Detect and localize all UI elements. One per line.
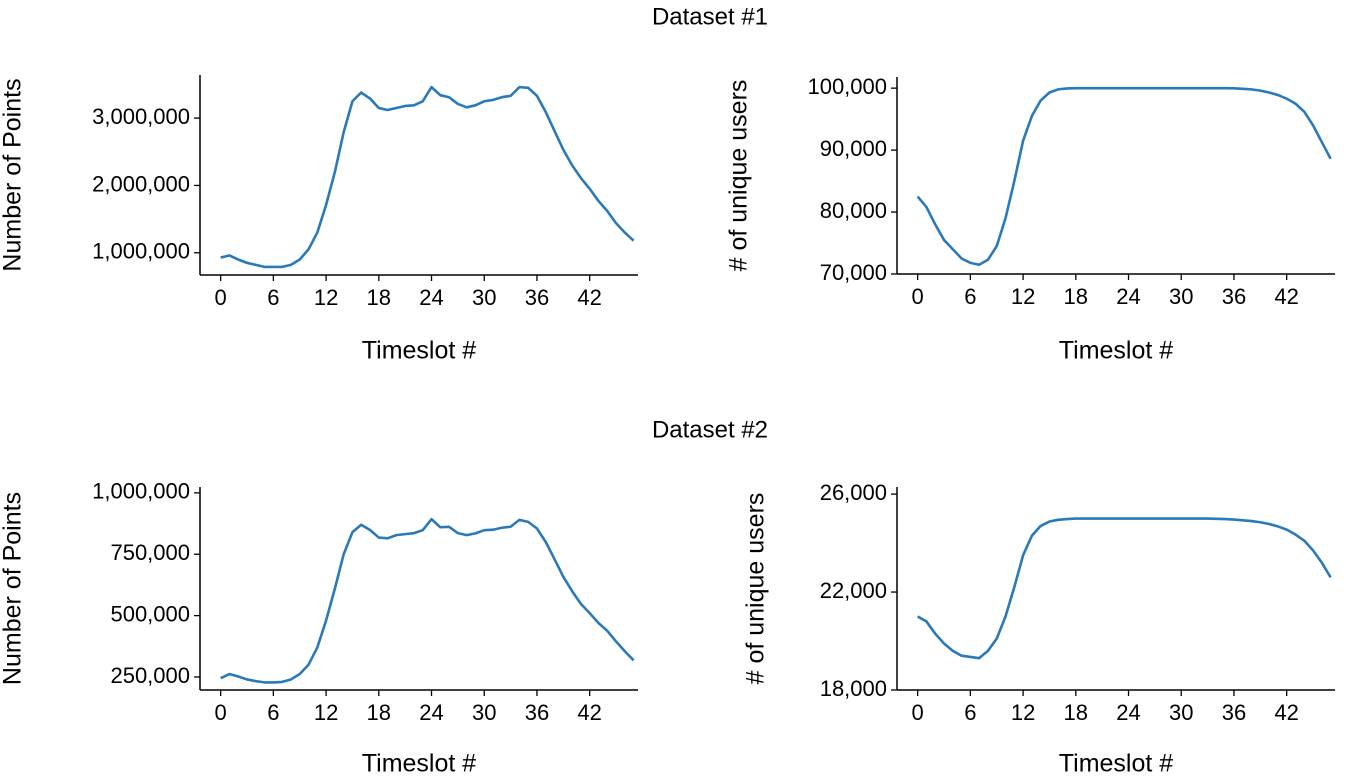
section-title: Dataset #2	[652, 416, 768, 443]
x-tick-label: 36	[1222, 700, 1246, 725]
y-tick-label: 500,000	[110, 601, 190, 626]
y-axis-label: # of unique users	[725, 80, 753, 272]
y-tick-label: 80,000	[820, 198, 887, 223]
data-line	[916, 86, 1332, 267]
y-tick-label: 100,000	[807, 74, 887, 99]
y-tick-label: 90,000	[820, 136, 887, 161]
x-tick-label: 6	[964, 284, 976, 309]
x-tick-label: 18	[1064, 284, 1088, 309]
x-tick-label: 18	[367, 285, 391, 310]
x-tick-label: 6	[267, 700, 279, 725]
x-tick-label: 36	[1222, 284, 1246, 309]
x-axis-label: Timeslot #	[1059, 750, 1173, 778]
x-tick-label: 0	[215, 700, 227, 725]
x-tick-label: 0	[912, 700, 924, 725]
y-axis-label: # of unique users	[742, 493, 770, 685]
x-tick-label: 30	[472, 700, 496, 725]
x-tick-label: 30	[1169, 284, 1193, 309]
y-tick-label: 18,000	[820, 676, 887, 701]
x-tick-label: 18	[367, 700, 391, 725]
data-line	[220, 517, 635, 684]
x-tick-label: 6	[964, 700, 976, 725]
x-tick-label: 42	[1274, 284, 1298, 309]
x-axis-label: Timeslot #	[1059, 337, 1173, 365]
y-axis-label: Number of Points	[0, 78, 27, 271]
x-tick-label: 30	[1169, 700, 1193, 725]
x-tick-label: 12	[1011, 700, 1035, 725]
x-tick-label: 6	[267, 285, 279, 310]
y-tick-label: 1,000,000	[92, 239, 190, 264]
x-tick-label: 24	[419, 700, 443, 725]
x-tick-label: 0	[215, 285, 227, 310]
x-tick-label: 36	[525, 700, 549, 725]
x-tick-label: 12	[314, 700, 338, 725]
y-tick-label: 250,000	[110, 663, 190, 688]
y-tick-label: 750,000	[110, 540, 190, 565]
y-tick-label: 70,000	[820, 260, 887, 285]
x-tick-label: 36	[525, 285, 549, 310]
section-title: Dataset #1	[652, 3, 768, 30]
y-tick-label: 3,000,000	[92, 104, 190, 129]
x-tick-label: 42	[1274, 700, 1298, 725]
y-tick-label: 1,000,000	[92, 479, 190, 504]
x-tick-label: 24	[1116, 700, 1140, 725]
x-axis-label: Timeslot #	[362, 750, 476, 778]
x-tick-label: 12	[1011, 284, 1035, 309]
x-tick-label: 24	[1116, 284, 1140, 309]
x-tick-label: 24	[419, 285, 443, 310]
data-line	[220, 85, 635, 269]
data-line	[917, 517, 1332, 660]
y-tick-label: 22,000	[820, 578, 887, 603]
x-tick-label: 12	[314, 285, 338, 310]
x-tick-label: 42	[577, 700, 601, 725]
x-axis-label: Timeslot #	[362, 337, 476, 365]
x-tick-label: 42	[577, 285, 601, 310]
x-tick-label: 0	[912, 284, 924, 309]
x-tick-label: 18	[1064, 700, 1088, 725]
y-axis-label: Number of Points	[0, 492, 27, 685]
x-tick-label: 30	[472, 285, 496, 310]
y-tick-label: 26,000	[820, 480, 887, 505]
y-tick-label: 2,000,000	[92, 171, 190, 196]
